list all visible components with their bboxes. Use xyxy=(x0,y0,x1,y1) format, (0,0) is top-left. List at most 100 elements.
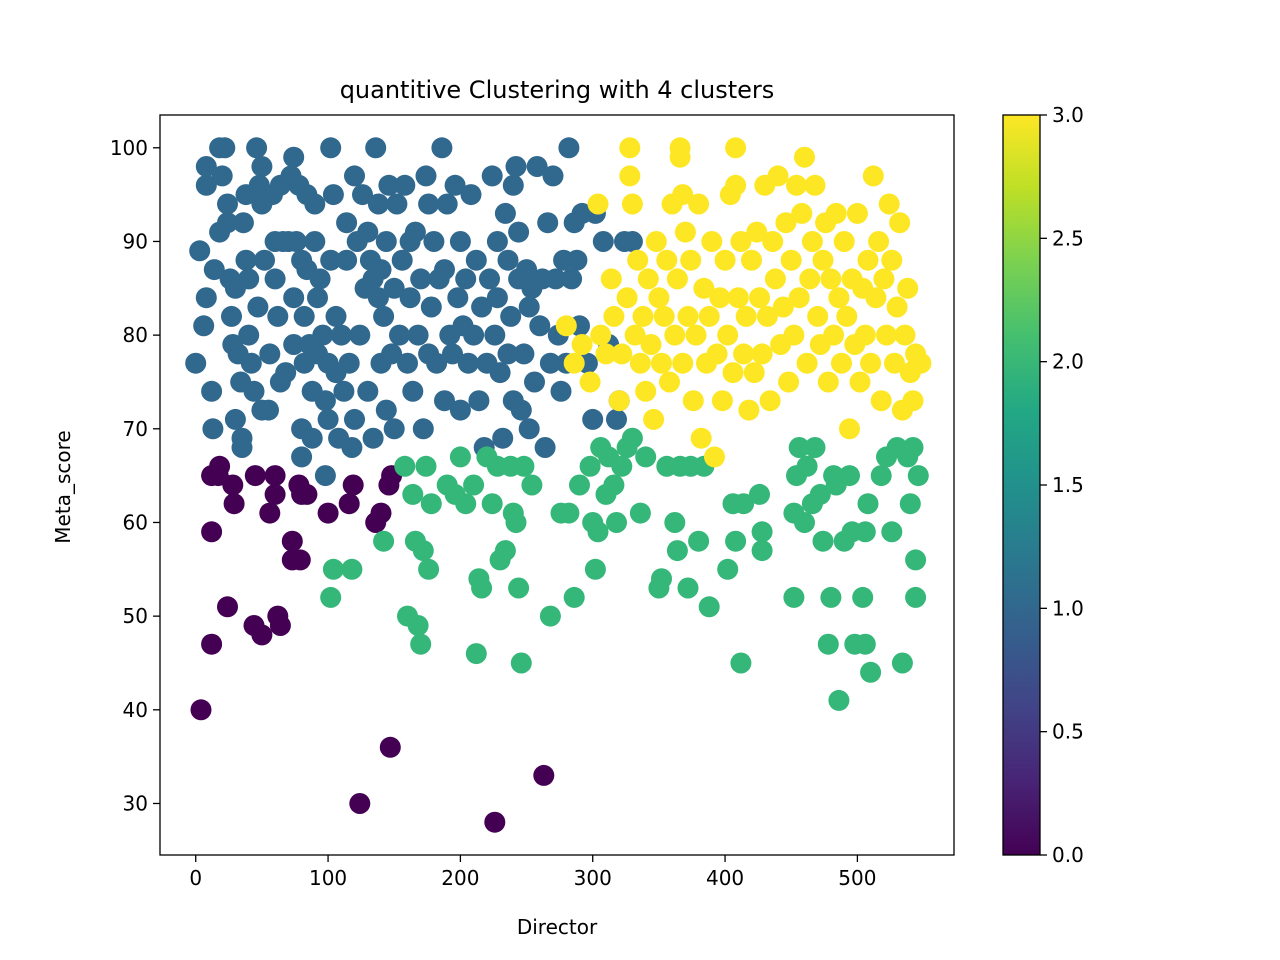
data-point-cluster-0 xyxy=(190,699,212,721)
data-point-cluster-1 xyxy=(341,437,363,458)
data-point-cluster-1 xyxy=(264,268,286,290)
data-point-cluster-3 xyxy=(751,343,773,365)
data-point-cluster-2 xyxy=(508,577,530,599)
data-point-cluster-0 xyxy=(201,521,223,543)
data-point-cluster-1 xyxy=(211,165,233,187)
data-point-cluster-3 xyxy=(603,305,625,327)
data-point-cluster-2 xyxy=(449,446,471,468)
data-point-cluster-2 xyxy=(905,549,927,571)
data-point-cluster-1 xyxy=(258,399,279,421)
y-tick-label: 100 xyxy=(110,136,148,160)
data-point-cluster-1 xyxy=(558,137,580,159)
data-point-cluster-3 xyxy=(836,305,858,327)
data-point-cluster-3 xyxy=(775,212,797,234)
colorbar-tick-label: 1.5 xyxy=(1052,473,1084,497)
data-point-cluster-3 xyxy=(619,137,641,159)
data-point-cluster-1 xyxy=(231,437,253,458)
data-point-cluster-3 xyxy=(624,324,646,346)
data-point-cluster-0 xyxy=(484,811,506,833)
data-point-cluster-1 xyxy=(251,156,273,177)
data-points xyxy=(185,137,932,833)
data-point-cluster-2 xyxy=(839,465,860,487)
data-point-cluster-1 xyxy=(447,287,469,309)
x-tick-label: 400 xyxy=(706,866,744,890)
data-point-cluster-2 xyxy=(513,455,535,477)
y-axis: 30 40 50 60 70 80 90 100 xyxy=(110,136,160,815)
data-point-cluster-2 xyxy=(611,455,633,477)
data-point-cluster-1 xyxy=(389,324,410,346)
data-point-cluster-1 xyxy=(238,268,260,290)
data-point-cluster-1 xyxy=(391,249,413,271)
data-point-cluster-1 xyxy=(516,259,538,281)
data-point-cluster-3 xyxy=(725,174,747,196)
data-point-cluster-3 xyxy=(733,343,755,365)
data-point-cluster-3 xyxy=(571,334,593,355)
data-point-cluster-3 xyxy=(735,305,757,327)
data-point-cluster-1 xyxy=(402,380,424,402)
data-point-cluster-2 xyxy=(410,633,432,655)
data-point-cluster-1 xyxy=(217,212,238,234)
data-point-cluster-1 xyxy=(455,268,477,290)
data-point-cluster-1 xyxy=(304,231,326,252)
data-point-cluster-2 xyxy=(494,540,516,562)
data-point-cluster-1 xyxy=(444,174,466,196)
data-point-cluster-1 xyxy=(195,156,217,177)
data-point-cluster-3 xyxy=(688,193,710,215)
data-point-cluster-0 xyxy=(533,764,555,786)
data-point-cluster-1 xyxy=(336,249,358,271)
data-point-cluster-3 xyxy=(854,324,876,346)
data-point-cluster-3 xyxy=(656,249,678,271)
data-point-cluster-1 xyxy=(486,287,508,309)
data-point-cluster-1 xyxy=(394,174,416,196)
data-point-cluster-3 xyxy=(788,287,810,309)
data-point-cluster-3 xyxy=(897,277,919,299)
data-point-cluster-3 xyxy=(680,249,702,271)
data-point-cluster-3 xyxy=(910,352,932,374)
data-point-cluster-1 xyxy=(247,296,269,318)
data-point-cluster-2 xyxy=(373,530,395,552)
data-point-cluster-1 xyxy=(489,362,511,384)
data-point-cluster-1 xyxy=(534,437,556,458)
data-point-cluster-1 xyxy=(539,352,561,374)
data-point-cluster-1 xyxy=(465,249,487,271)
data-point-cluster-0 xyxy=(269,615,291,636)
data-point-cluster-0 xyxy=(264,465,286,487)
data-point-cluster-2 xyxy=(505,512,527,533)
data-point-cluster-1 xyxy=(407,324,429,346)
data-point-cluster-1 xyxy=(357,221,379,243)
data-point-cluster-3 xyxy=(778,371,800,393)
data-point-cluster-3 xyxy=(632,305,654,327)
data-point-cluster-3 xyxy=(857,249,879,271)
data-point-cluster-0 xyxy=(342,474,364,496)
data-point-cluster-2 xyxy=(817,633,839,655)
data-point-cluster-3 xyxy=(807,305,829,327)
data-point-cluster-1 xyxy=(423,231,445,252)
data-point-cluster-1 xyxy=(386,193,408,215)
data-point-cluster-0 xyxy=(379,736,401,758)
data-point-cluster-3 xyxy=(873,268,895,290)
data-point-cluster-3 xyxy=(669,146,691,168)
data-point-cluster-3 xyxy=(862,165,884,187)
data-point-cluster-3 xyxy=(820,268,842,290)
data-point-cluster-0 xyxy=(244,465,266,487)
data-point-cluster-2 xyxy=(481,493,503,515)
data-point-cluster-3 xyxy=(706,343,728,365)
data-point-cluster-3 xyxy=(833,231,855,252)
data-point-cluster-1 xyxy=(301,427,323,449)
data-point-cluster-2 xyxy=(733,493,755,515)
data-point-cluster-3 xyxy=(587,193,609,215)
data-point-cluster-3 xyxy=(725,137,747,159)
data-point-cluster-1 xyxy=(434,390,455,412)
data-point-cluster-1 xyxy=(240,352,262,374)
data-point-cluster-2 xyxy=(539,605,561,627)
data-point-cluster-1 xyxy=(367,193,389,215)
data-point-cluster-2 xyxy=(698,596,720,618)
data-point-cluster-1 xyxy=(195,174,217,196)
data-point-cluster-1 xyxy=(404,221,426,243)
data-point-cluster-3 xyxy=(690,427,712,449)
data-point-cluster-3 xyxy=(868,231,890,252)
data-point-cluster-1 xyxy=(214,137,236,159)
data-point-cluster-1 xyxy=(471,296,493,318)
data-point-cluster-3 xyxy=(608,390,630,412)
data-point-cluster-1 xyxy=(189,240,211,262)
